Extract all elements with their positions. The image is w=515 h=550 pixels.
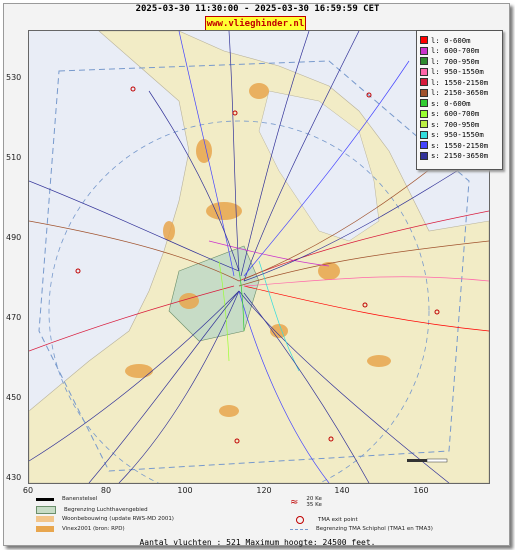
y-tick-label: 430 [6, 473, 22, 482]
legend-item: s: 0-600m [417, 98, 502, 109]
legend-item: s: 950-1550m [417, 130, 502, 141]
scale-bar [407, 458, 448, 463]
y-tick-label: 530 [6, 73, 22, 82]
key-label: Begrenzing Luchthavengebied [64, 507, 148, 513]
noise-zigzag-icon: ≈ [290, 496, 299, 508]
housing-blobs [125, 83, 391, 417]
vinex-swatch [36, 526, 54, 532]
noise-contour-circle [48, 120, 430, 483]
flight-count-footer: Aantal vluchten : 521 Maximum hoogte: 24… [139, 538, 376, 547]
y-tick-label: 490 [6, 233, 22, 242]
legend-swatch [420, 99, 428, 108]
y-tick-label: 510 [6, 153, 22, 162]
legend-swatch [420, 57, 428, 66]
legend-swatch [420, 141, 428, 150]
key-tma-exit: TMA exit point [290, 516, 358, 524]
legend-swatch [420, 46, 428, 55]
tma-exit-points [75, 86, 440, 444]
legend-swatch [420, 120, 428, 129]
legend-swatch [420, 151, 428, 160]
legend-item: s: 600-700m [417, 109, 502, 120]
key-airport-boundary: Begrenzing Luchthavengebied [36, 506, 148, 514]
tma-boundary [38, 60, 470, 472]
legend-swatch [420, 109, 428, 118]
x-tick-label: 160 [413, 486, 429, 495]
legend-label: l: 2150-3650m [431, 88, 489, 98]
legend-label: l: 950-1550m [431, 67, 484, 77]
legend-swatch [420, 36, 428, 45]
altitude-legend: l: 0-600m l: 600-700m l: 700-950m l: 950… [416, 30, 503, 170]
legend-item: l: 600-700m [417, 46, 502, 57]
x-tick-label: 140 [334, 486, 350, 495]
key-label: Woonbebouwing (update RWS-MD 2001) [62, 516, 174, 522]
legend-label: s: 600-700m [431, 109, 480, 119]
lake-area [258, 90, 380, 242]
legend-item: l: 0-600m [417, 35, 502, 46]
tma-exit-icon [296, 516, 304, 524]
legend-swatch [420, 78, 428, 87]
legend-item: l: 1550-2150m [417, 77, 502, 88]
legend-swatch [420, 130, 428, 139]
legend-label: s: 0-600m [431, 98, 471, 108]
key-label: TMA exit point [318, 517, 358, 523]
airport-swatch [36, 506, 56, 514]
legend-item: s: 2150-3650m [417, 151, 502, 162]
legend-item: l: 700-950m [417, 56, 502, 67]
key-label: Vinex2001 (bron: RPD) [62, 526, 125, 532]
legend-swatch [420, 67, 428, 76]
legend-label: l: 1550-2150m [431, 77, 489, 87]
map-key: Banenstelsel Begrenzing Luchthavengebied… [28, 496, 488, 536]
key-tma-boundary: Begrenzing TMA Schiphol (TMA1 en TMA3) [290, 526, 433, 532]
legend-label: l: 0-600m [431, 35, 471, 45]
legend-label: s: 700-950m [431, 119, 480, 129]
x-tick-label: 120 [256, 486, 272, 495]
legend-label: l: 700-950m [431, 56, 480, 66]
legend-item: s: 700-950m [417, 119, 502, 130]
legend-label: s: 2150-3650m [431, 151, 489, 161]
key-housing: Woonbebouwing (update RWS-MD 2001) [36, 516, 174, 522]
flight-track-map [28, 30, 490, 484]
key-label: 35 Ke [306, 502, 322, 508]
legend-item: s: 1550-2150m [417, 140, 502, 151]
legend-item: l: 2150-3650m [417, 88, 502, 99]
legend-label: l: 600-700m [431, 46, 480, 56]
key-label: Begrenzing TMA Schiphol (TMA1 en TMA3) [316, 526, 433, 532]
page-title: 2025-03-30 11:30:00 - 2025-03-30 16:59:5… [135, 4, 380, 14]
key-vinex: Vinex2001 (bron: RPD) [36, 526, 125, 532]
x-tick-label: 60 [22, 486, 34, 495]
y-tick-label: 450 [6, 393, 22, 402]
legend-label: s: 1550-2150m [431, 140, 489, 150]
legend-label: s: 950-1550m [431, 130, 484, 140]
key-label: 20 Ke [306, 496, 322, 502]
x-tick-label: 80 [100, 486, 112, 495]
runway-swatch [36, 497, 54, 501]
key-label: Banenstelsel [62, 496, 98, 502]
map-canvas [29, 31, 489, 483]
key-noise-contours: ≈ 20 Ke 35 Ke [290, 496, 322, 508]
y-tick-label: 470 [6, 313, 22, 322]
legend-swatch [420, 88, 428, 97]
tma-boundary-icon [290, 528, 308, 530]
legend-item: l: 950-1550m [417, 67, 502, 78]
housing-swatch [36, 516, 54, 522]
x-tick-label: 100 [177, 486, 193, 495]
key-runways: Banenstelsel [36, 496, 97, 502]
